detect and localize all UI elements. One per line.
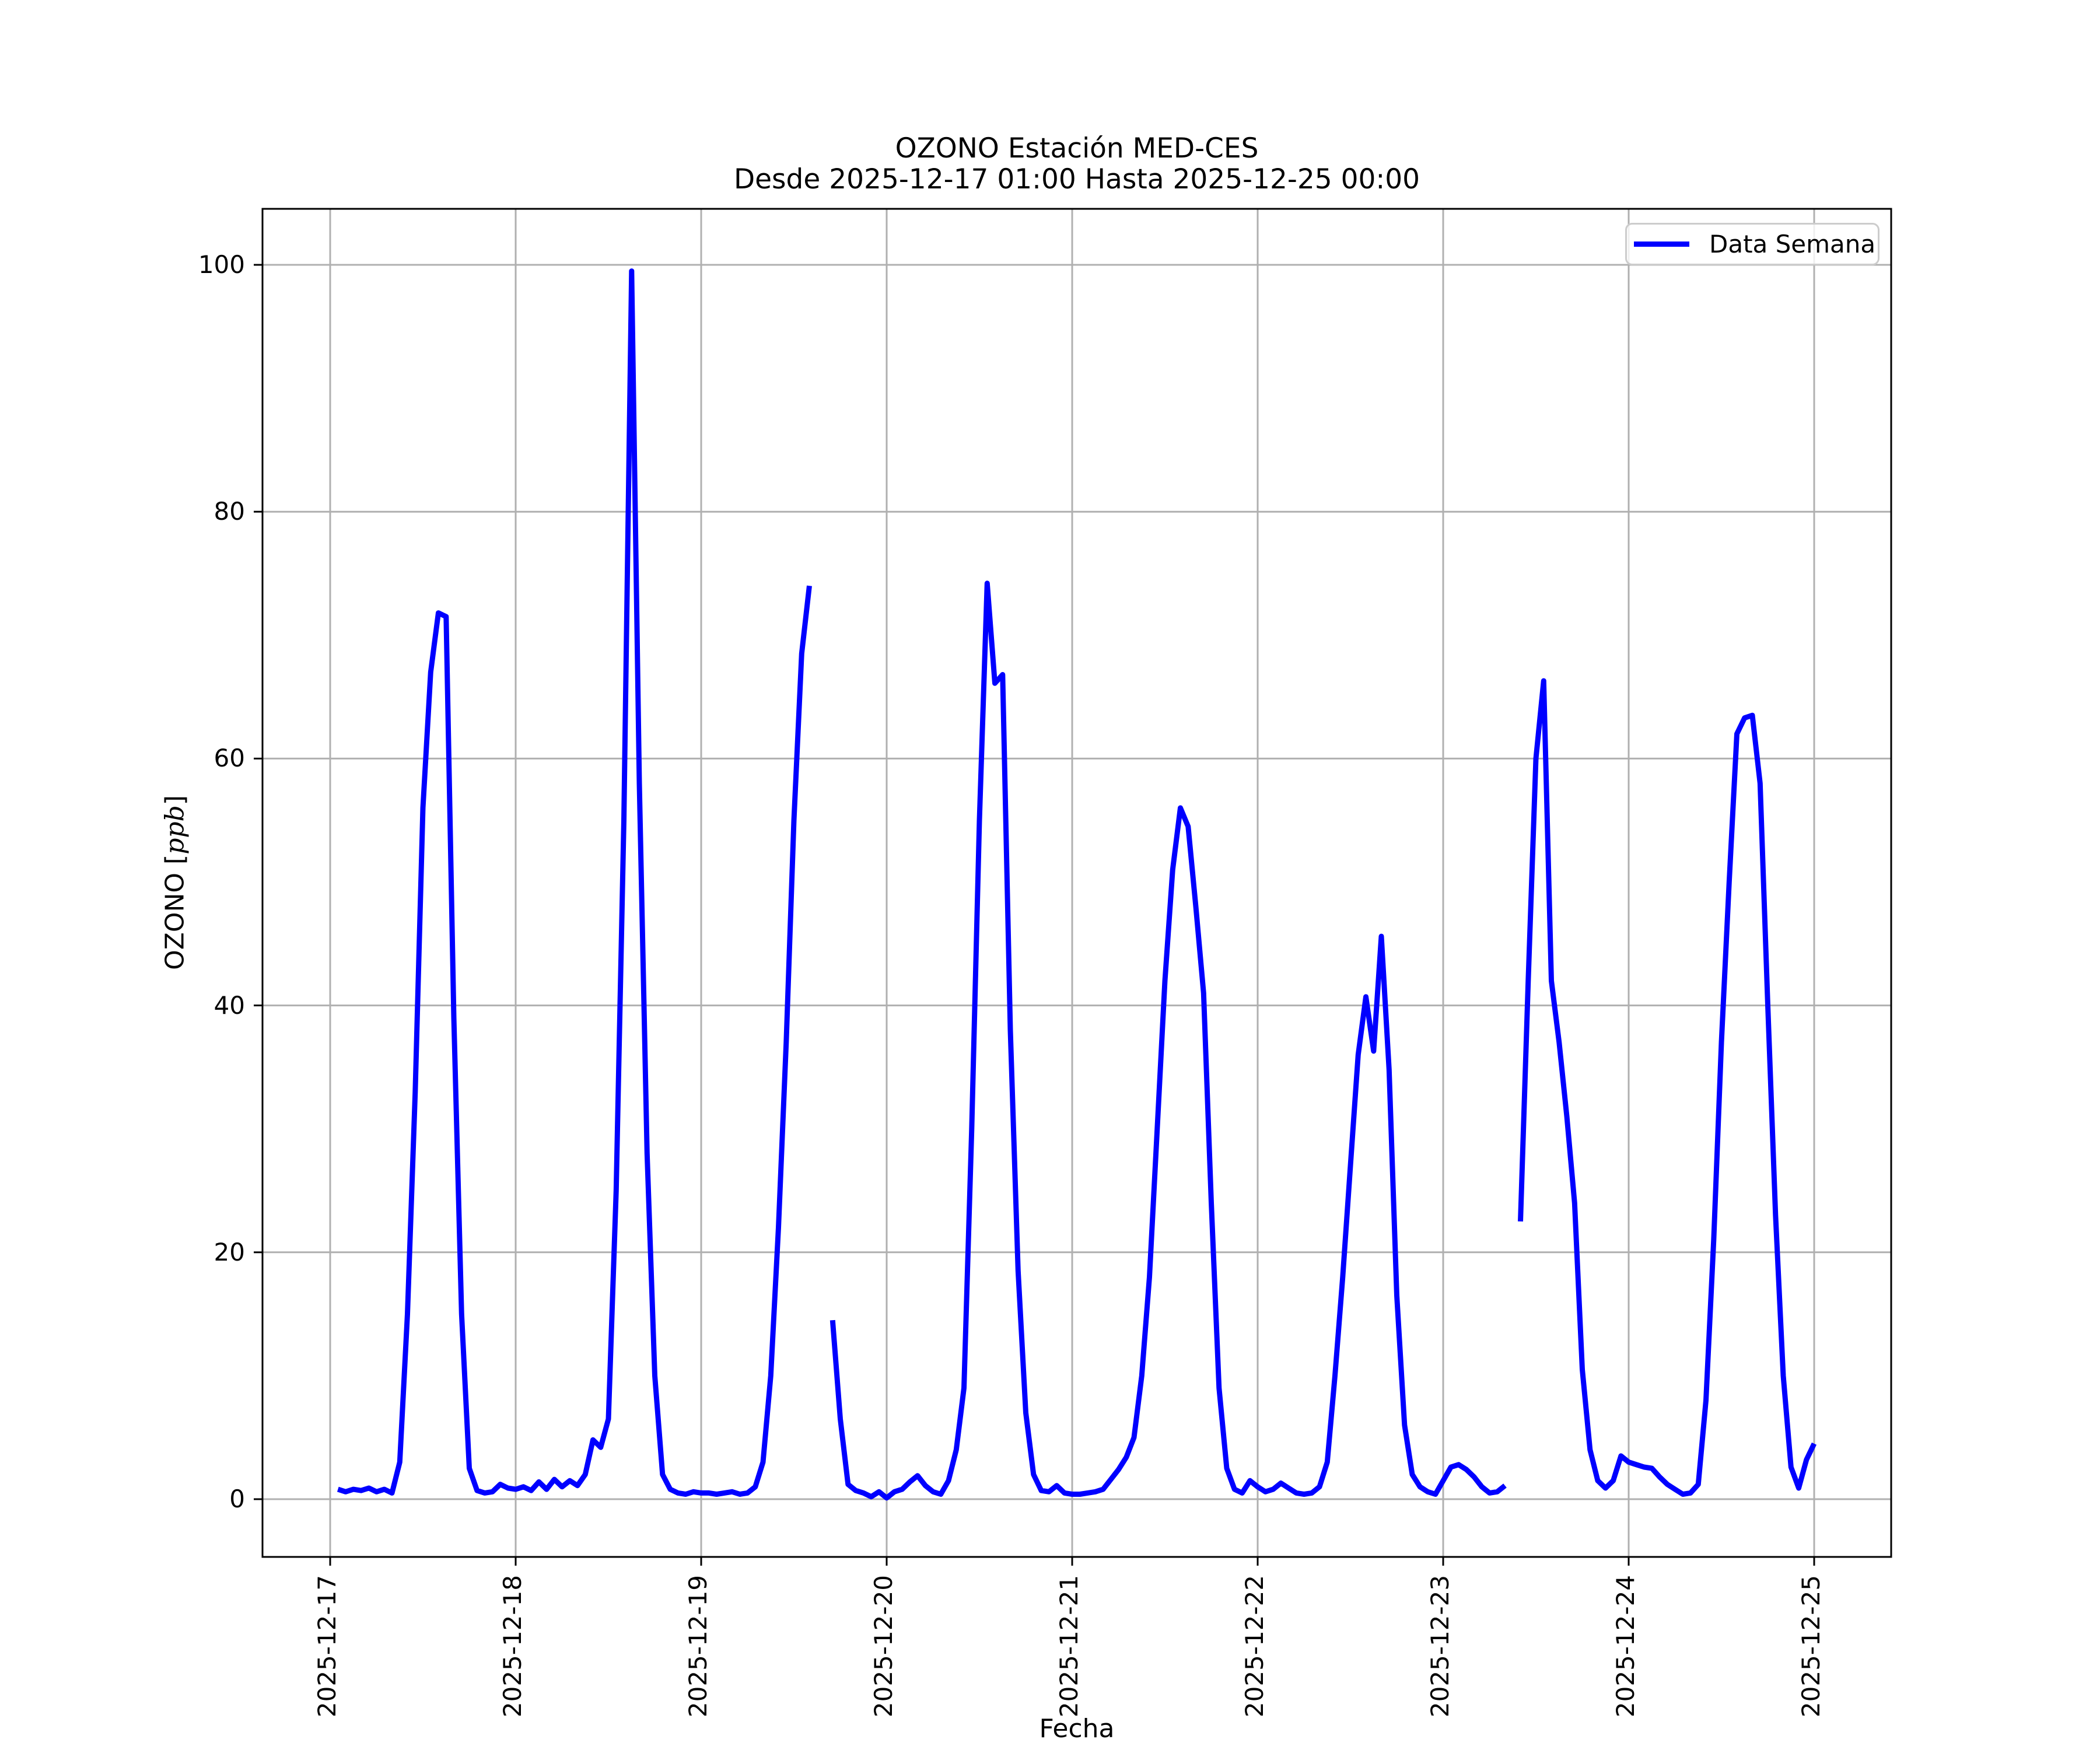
legend-label: Data Semana (1709, 230, 1876, 258)
plot-frame (261, 208, 1892, 1558)
x-axis-label: Fecha (1039, 1714, 1115, 1744)
x-tick-label: 2025-12-21 (1055, 1575, 1083, 1718)
y-axis-label-suffix: ] (160, 795, 190, 806)
y-tick-label: 100 (198, 250, 245, 279)
x-tick-label: 2025-12-24 (1611, 1575, 1640, 1718)
y-axis-label-units: ppb (160, 805, 190, 855)
y-tick-label: 80 (214, 497, 245, 526)
legend: Data Semana (1625, 223, 1880, 265)
y-tick-label: 60 (214, 744, 245, 773)
x-tick-label: 2025-12-25 (1797, 1575, 1825, 1718)
x-tick-label: 2025-12-23 (1426, 1575, 1454, 1718)
y-axis-label-prefix: OZONO [ (160, 854, 190, 970)
chart-subtitle: Desde 2025-12-17 01:00 Hasta 2025-12-25 … (733, 163, 1420, 195)
x-tick-label: 2025-12-22 (1240, 1575, 1269, 1718)
title-block: OZONO Estación MED-CES Desde 2025-12-17 … (262, 133, 1891, 195)
data-line-semana (337, 268, 1817, 1501)
x-tick-label: 2025-12-17 (313, 1575, 341, 1718)
y-tick-label: 40 (214, 991, 245, 1020)
x-tick-label: 2025-12-20 (869, 1575, 898, 1718)
y-tick-label: 20 (214, 1237, 245, 1266)
y-tick-label: 0 (229, 1485, 245, 1513)
y-axis-label: OZONO [ppb] (160, 795, 190, 970)
x-tick-label: 2025-12-18 (498, 1575, 527, 1718)
x-tick-label: 2025-12-19 (684, 1575, 712, 1718)
chart-title: OZONO Estación MED-CES (895, 132, 1259, 164)
legend-line-sample (1634, 242, 1689, 247)
